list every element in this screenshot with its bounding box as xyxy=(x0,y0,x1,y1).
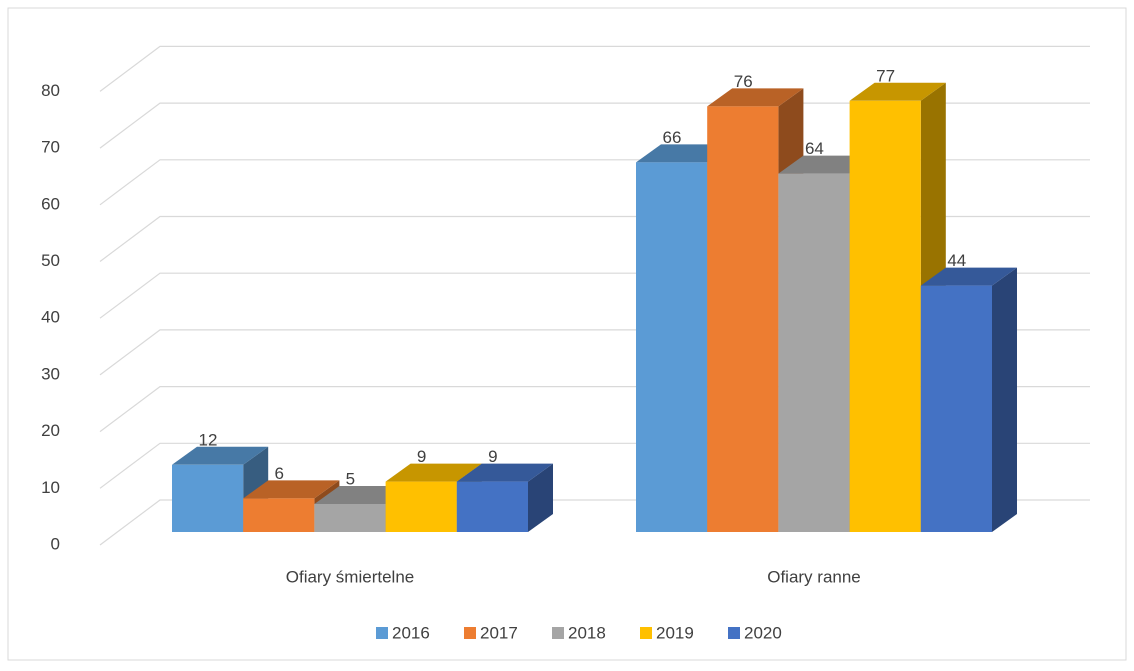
bar xyxy=(456,481,528,532)
data-label: 6 xyxy=(274,464,283,483)
bar-top xyxy=(849,82,946,101)
bar-top xyxy=(707,88,804,107)
y-tick-label: 70 xyxy=(41,138,60,157)
legend-label: 2016 xyxy=(392,623,430,642)
legend-label: 2018 xyxy=(568,623,606,642)
bar xyxy=(707,106,779,533)
bar xyxy=(172,464,244,532)
bar xyxy=(849,100,921,533)
bar-top xyxy=(385,463,482,482)
legend-label: 2020 xyxy=(744,623,782,642)
y-tick-label: 60 xyxy=(41,194,60,213)
bar-top xyxy=(172,446,269,465)
y-tick-label: 40 xyxy=(41,308,60,327)
grid-line xyxy=(99,45,1090,92)
y-tick-label: 30 xyxy=(41,364,60,383)
data-label: 44 xyxy=(947,251,966,270)
legend-swatch xyxy=(552,627,564,639)
data-label: 5 xyxy=(346,469,355,488)
bar-top xyxy=(456,463,553,482)
data-label: 77 xyxy=(876,66,895,85)
bar-top xyxy=(920,267,1017,286)
bar xyxy=(636,162,708,532)
legend-swatch xyxy=(376,627,388,639)
bar xyxy=(920,285,992,532)
data-label: 76 xyxy=(734,72,753,91)
bar xyxy=(385,481,457,532)
bar-top xyxy=(243,480,340,499)
legend-swatch xyxy=(640,627,652,639)
bar xyxy=(778,173,850,532)
legend-swatch xyxy=(464,627,476,639)
bar xyxy=(314,504,386,532)
y-tick-label: 50 xyxy=(41,251,60,270)
data-label: 66 xyxy=(663,128,682,147)
legend-label: 2017 xyxy=(480,623,518,642)
x-tick-label: Ofiary śmiertelne xyxy=(286,567,414,586)
y-tick-label: 0 xyxy=(51,534,60,553)
data-label: 12 xyxy=(199,430,218,449)
legend-label: 2019 xyxy=(656,623,694,642)
data-label: 64 xyxy=(805,139,824,158)
legend-swatch xyxy=(728,627,740,639)
data-label: 9 xyxy=(417,447,426,466)
bar-side xyxy=(992,267,1017,532)
bar xyxy=(243,498,315,532)
y-tick-label: 80 xyxy=(41,81,60,100)
y-tick-label: 20 xyxy=(41,421,60,440)
y-tick-label: 10 xyxy=(41,478,60,497)
bar-side xyxy=(528,463,553,532)
x-tick-label: Ofiary ranne xyxy=(767,567,861,586)
data-label: 9 xyxy=(488,447,497,466)
